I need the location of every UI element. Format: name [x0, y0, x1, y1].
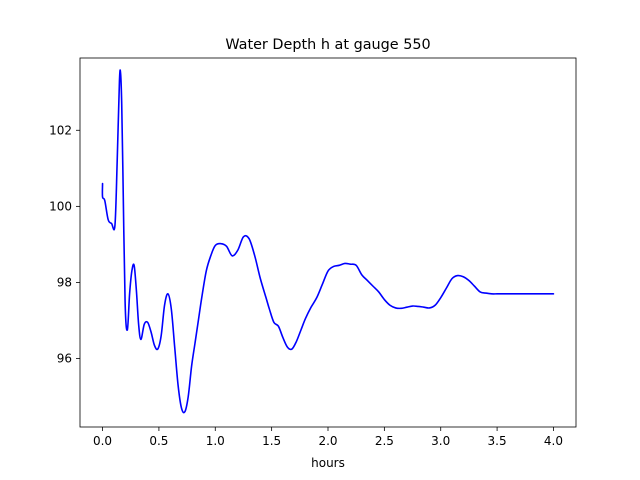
y-tick-label: 98	[57, 275, 72, 289]
x-tick-label: 3.5	[488, 434, 507, 448]
chart-title: Water Depth h at gauge 550	[225, 37, 430, 53]
y-tick-label: 100	[49, 199, 72, 213]
y-tick-label: 102	[49, 123, 72, 137]
plot-frame	[79, 57, 577, 428]
x-tick-label: 1.5	[262, 434, 281, 448]
x-tick-label: 4.0	[544, 434, 563, 448]
x-tick-label: 0.0	[93, 434, 112, 448]
series-line	[101, 69, 555, 414]
x-tick-label: 2.0	[318, 434, 337, 448]
x-tick-label: 1.0	[206, 434, 225, 448]
x-axis-label: hours	[311, 456, 345, 470]
ticks-layer: 0.0 0.5 1.0 1.5 2.0 2.5 3.0 3.5 4.0 96 98 100 102	[49, 123, 563, 448]
x-tick-label: 3.0	[431, 434, 450, 448]
y-tick-label: 96	[57, 352, 72, 366]
x-tick-label: 0.5	[149, 434, 168, 448]
x-tick-label: 2.5	[375, 434, 394, 448]
